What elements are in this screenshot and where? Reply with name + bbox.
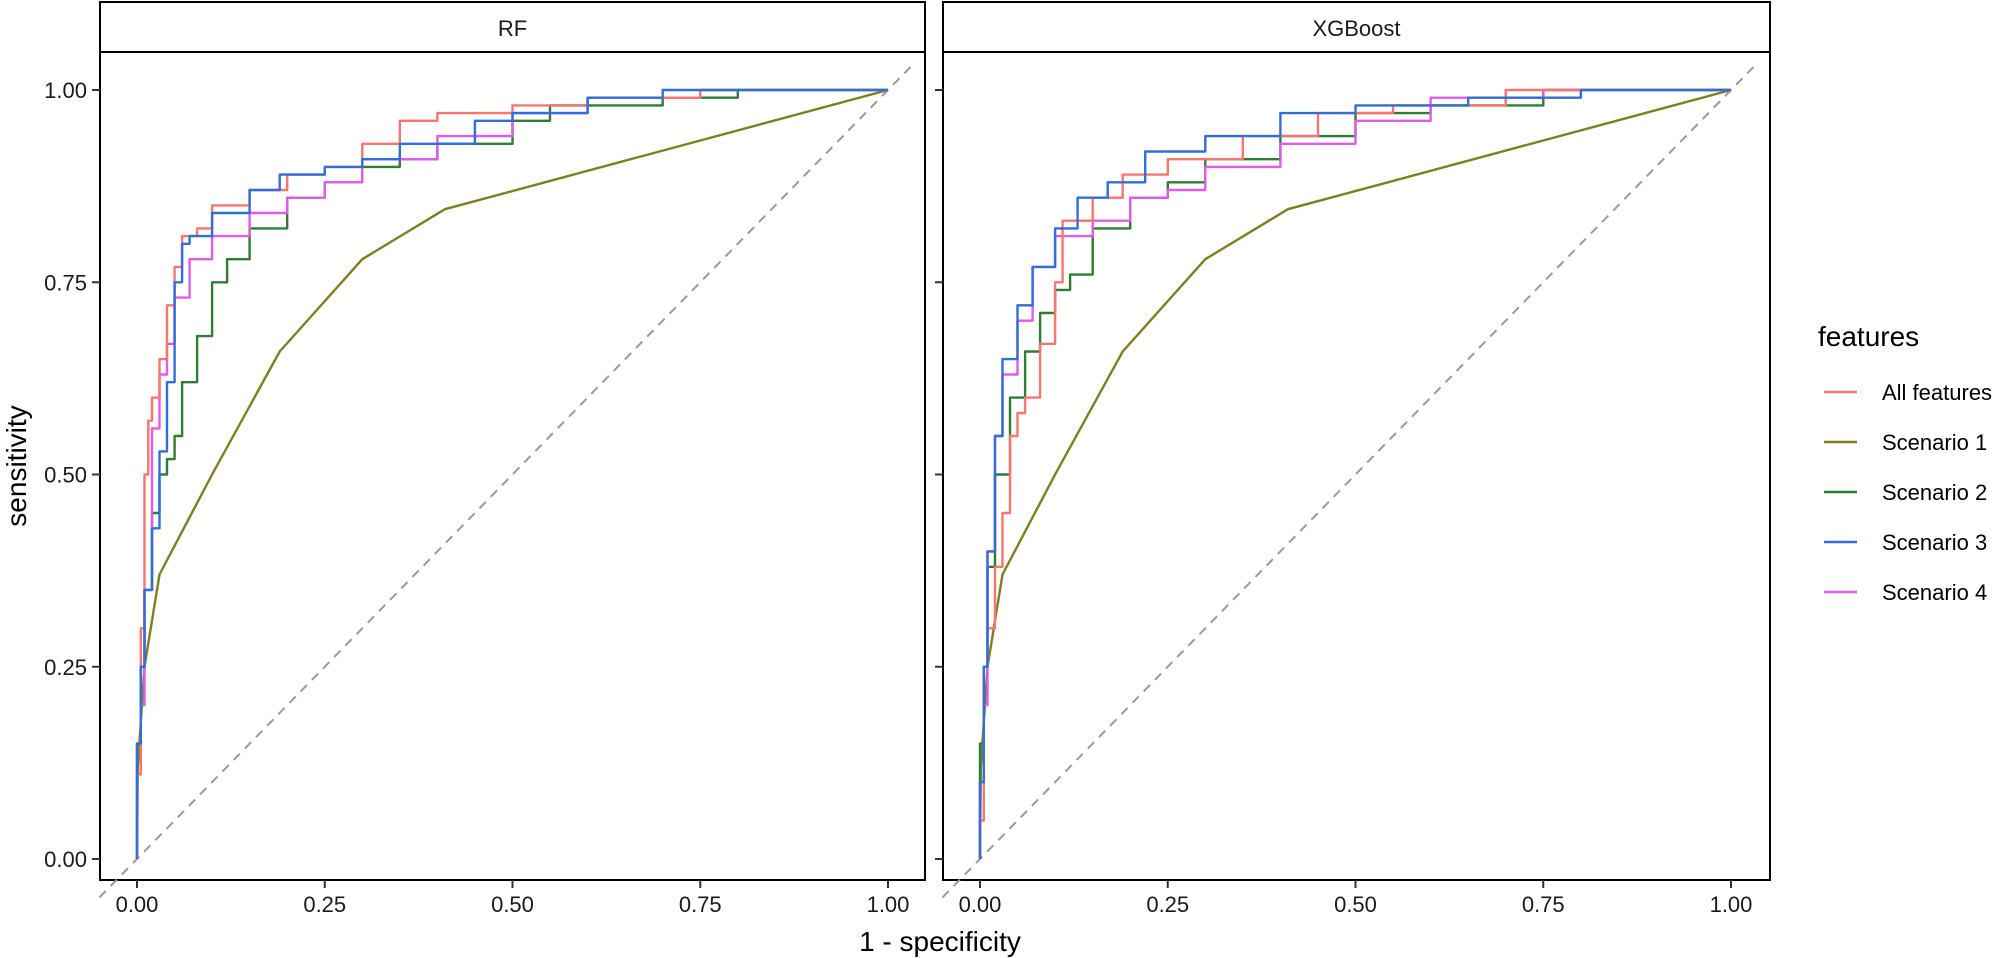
legend-label-all-features: All features — [1882, 380, 1992, 405]
x-tick-label: 0.00 — [116, 892, 159, 917]
x-tick-label: 0.25 — [303, 892, 346, 917]
x-tick-label: 0.75 — [679, 892, 722, 917]
panel-rf-x-ticks: 0.00 0.25 0.50 0.75 1.00 — [116, 880, 910, 917]
x-tick-label: 0.50 — [1334, 892, 1377, 917]
y-tick-label: 0.75 — [44, 270, 87, 295]
panel-rf-frame — [99, 51, 926, 881]
legend-items: All features Scenario 1 Scenario 2 Scenario… — [1824, 380, 1992, 605]
x-tick-label: 0.75 — [1522, 892, 1565, 917]
legend-label-scenario-3: Scenario 3 — [1882, 530, 1987, 555]
legend-label-scenario-2: Scenario 2 — [1882, 480, 1987, 505]
panel-xgboost: XGBoost 0.00 0.25 0.50 0.75 1.00 — [935, 1, 1771, 917]
x-tick-label: 0.25 — [1146, 892, 1189, 917]
panel-xgboost-frame — [942, 51, 1771, 881]
x-tick-label: 0.50 — [491, 892, 534, 917]
panel-rf-title: RF — [498, 16, 527, 41]
xgboost-scenario-3-line — [978, 88, 1731, 859]
x-tick-label: 1.00 — [1710, 892, 1753, 917]
rf-scenario-3-line — [135, 88, 888, 859]
panel-rf-y-ticks: 0.00 0.25 0.50 0.75 1.00 — [44, 78, 100, 872]
legend-label-scenario-1: Scenario 1 — [1882, 430, 1987, 455]
legend-title: features — [1818, 321, 1919, 352]
xgboost-all-features-line — [978, 88, 1731, 859]
y-axis-title: sensitivity — [1, 405, 32, 526]
y-tick-label: 0.50 — [44, 463, 87, 488]
panel-xgboost-title: XGBoost — [1312, 16, 1400, 41]
chance-diagonal-line — [98, 66, 912, 899]
panel-rf: RF 0.00 0.25 0.50 0.75 1.00 0.00 0.25 0.50 0.75… — [44, 1, 926, 917]
x-tick-label: 1.00 — [867, 892, 910, 917]
x-tick-label: 0.00 — [959, 892, 1002, 917]
y-tick-label: 0.25 — [44, 655, 87, 680]
legend: features All features Scenario 1 Scenario … — [1818, 321, 1992, 605]
panel-xgboost-y-ticks — [935, 89, 943, 860]
panel-rf-lines — [98, 66, 912, 899]
x-axis-title: 1 - specificity — [859, 926, 1021, 957]
y-tick-label: 0.00 — [44, 847, 87, 872]
panel-xgboost-lines — [941, 66, 1755, 899]
panel-xgboost-x-ticks: 0.00 0.25 0.50 0.75 1.00 — [959, 880, 1753, 917]
panel-rf-strip — [99, 1, 926, 53]
legend-label-scenario-4: Scenario 4 — [1882, 580, 1987, 605]
y-tick-label: 1.00 — [44, 78, 87, 103]
chance-diagonal-line — [941, 66, 1755, 899]
